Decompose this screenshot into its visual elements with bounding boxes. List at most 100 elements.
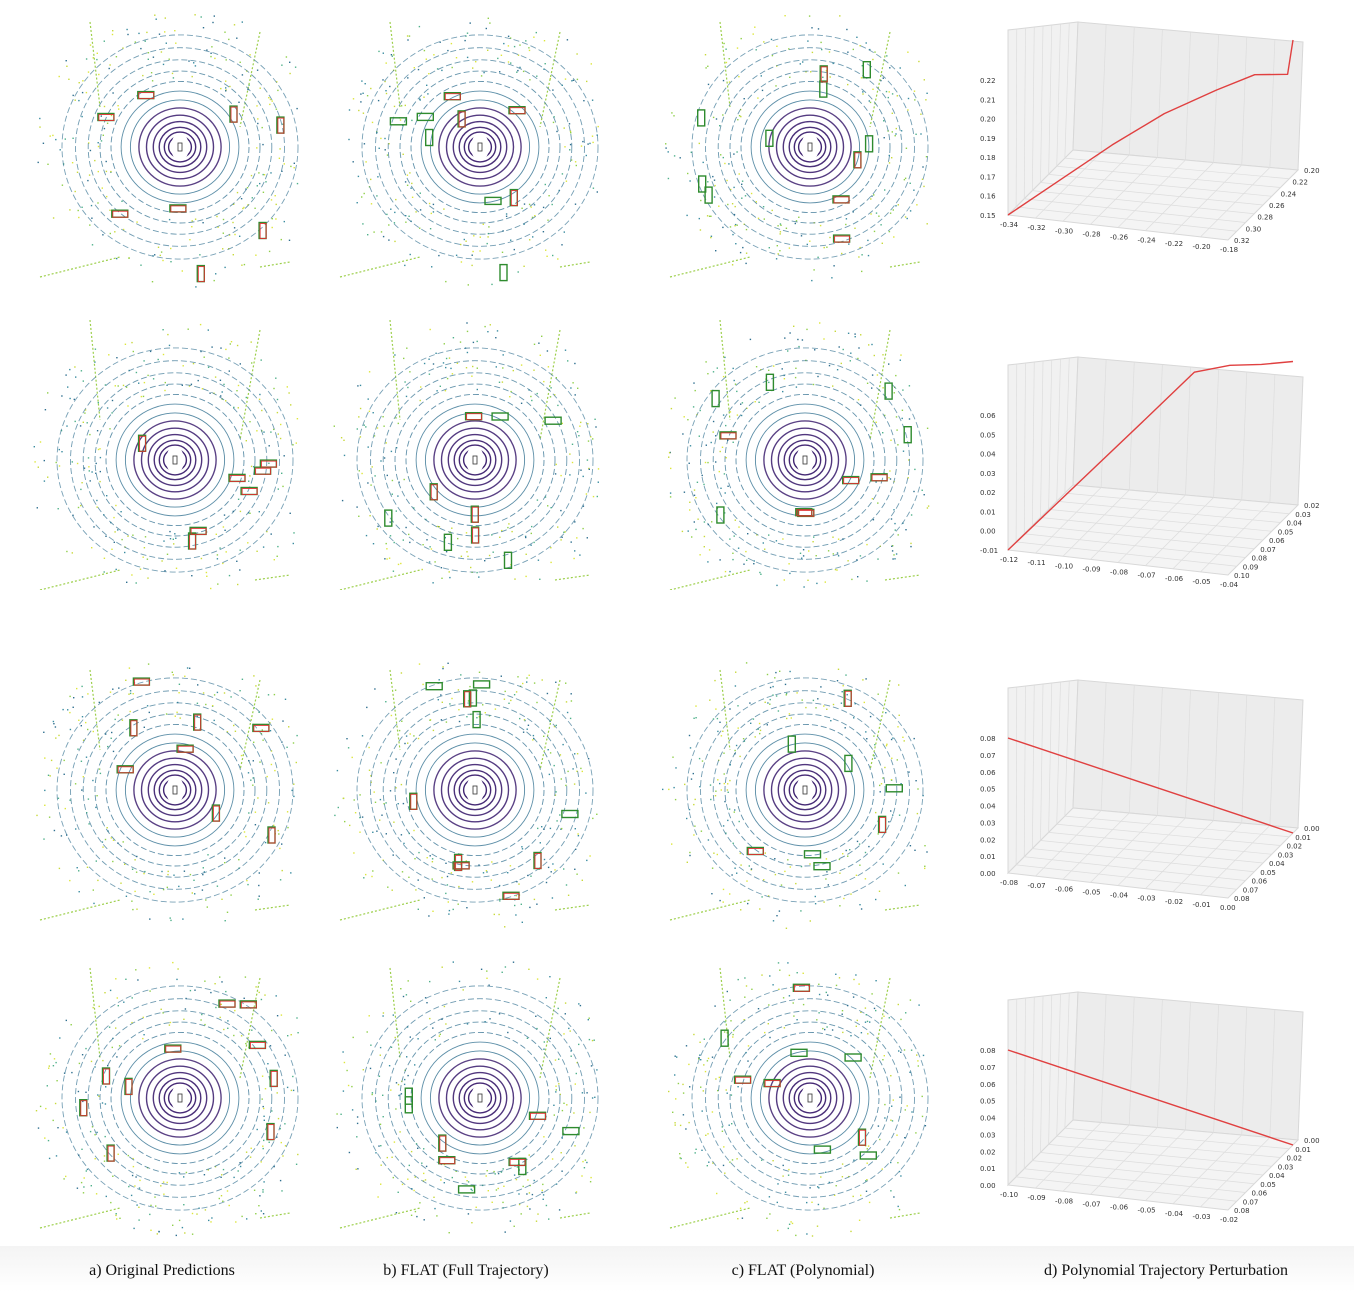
- gt-box: [561, 809, 579, 819]
- x-tick-label: -0.02: [1220, 1216, 1238, 1224]
- ego-vehicle: [466, 446, 484, 474]
- pred-box: [453, 862, 470, 870]
- z-tick-label: 0.21: [980, 96, 996, 104]
- road-edges: [669, 967, 921, 1229]
- z-tick-label: 0.16: [980, 193, 996, 201]
- pred-box: [464, 691, 472, 708]
- pred-box: [439, 1157, 456, 1165]
- caption-flat-full-trajectory: b) FLAT (Full Trajectory): [383, 1262, 549, 1279]
- caption-original-predictions: a) Original Predictions: [89, 1262, 235, 1279]
- pred-box: [98, 114, 115, 121]
- gt-box: [491, 412, 509, 421]
- point-cloud-far: [668, 322, 930, 588]
- grid-lines: [1015, 357, 1290, 573]
- pred-box: [798, 509, 815, 517]
- pred-box: [796, 509, 813, 517]
- trajectory-line: [1007, 360, 1294, 551]
- x-tick-label: -0.10: [1000, 1191, 1018, 1199]
- z-tick-label: 0.06: [980, 412, 996, 420]
- lidar-rings: [356, 677, 594, 903]
- ego-vehicle: [466, 776, 484, 804]
- gt-box: [903, 425, 912, 444]
- gt-box: [503, 551, 513, 570]
- pred-box: [190, 527, 207, 535]
- pred-box: [834, 235, 851, 243]
- axes-panes: [1006, 991, 1304, 1211]
- ego-marker: [802, 455, 808, 465]
- y-tick-label: 0.05: [1260, 1181, 1276, 1189]
- road-edges: [669, 319, 921, 590]
- y-tick-label: 0.07: [1260, 546, 1276, 554]
- axes-panes: [1006, 356, 1304, 576]
- lidar-scene-r2-c3: [660, 310, 930, 590]
- axes-panes: [1006, 21, 1304, 241]
- x-tick-label: -0.02: [1165, 898, 1183, 906]
- detection-boxes: [720, 983, 878, 1160]
- gt-box: [884, 382, 893, 400]
- z-tick-label: 0.06: [980, 1081, 996, 1089]
- pred-box: [219, 1000, 236, 1008]
- caption-polynomial-trajectory-perturbation: d) Polynomial Trajectory Perturbation: [1044, 1262, 1288, 1279]
- lidar-scene-r4-c2: [330, 958, 600, 1238]
- point-cloud-far: [37, 14, 299, 288]
- z-tick-label: 0.02: [980, 836, 996, 844]
- pred-box: [859, 1129, 866, 1146]
- gt-box: [457, 1185, 476, 1194]
- z-tick-label: 0.08: [980, 735, 996, 743]
- gt-box: [885, 784, 904, 793]
- x-tick-label: -0.07: [1138, 572, 1156, 580]
- x-tick-label: -0.10: [1055, 562, 1073, 570]
- y-tick-label: 0.03: [1295, 511, 1311, 519]
- pred-box: [854, 152, 862, 169]
- road-edges: [39, 669, 291, 921]
- pred-box: [844, 690, 852, 707]
- point-cloud-far: [33, 323, 299, 590]
- grid-lines: [1015, 680, 1290, 896]
- lidar-scene-r3-c2: [330, 660, 600, 940]
- lidar-scene-r4-c1: [30, 958, 300, 1238]
- x-tick-label: -0.12: [1000, 556, 1018, 564]
- y-tick-label: 0.07: [1243, 1198, 1259, 1206]
- trajectory-line: [1007, 39, 1294, 216]
- ego-vehicle: [796, 446, 814, 474]
- ego-marker: [807, 142, 813, 152]
- lidar-scene-r3-c1: [30, 660, 300, 940]
- pred-box: [165, 1045, 182, 1053]
- pred-box: [249, 1041, 266, 1049]
- ego-vehicle: [166, 776, 184, 804]
- pred-box: [117, 766, 134, 774]
- pred-box: [843, 477, 860, 485]
- z-tick-label: 0.05: [980, 431, 996, 439]
- gt-box: [844, 754, 853, 773]
- point-cloud-far: [334, 662, 598, 928]
- point-cloud-far: [348, 17, 599, 286]
- ego-vehicle: [166, 446, 184, 474]
- detection-boxes: [137, 434, 278, 550]
- y-tick-label: 0.02: [1287, 843, 1303, 851]
- lidar-scene-r3-c3: [660, 660, 930, 940]
- z-tick-label: 0.01: [980, 853, 996, 861]
- z-tick-label: 0.04: [980, 451, 996, 459]
- trajectory-plot-4: -0.10 -0.09 -0.08 -0.07 -0.06 -0.05 -0.04 -0.03…: [978, 990, 1328, 1230]
- pred-box: [510, 190, 518, 207]
- x-tick-label: -0.04: [1165, 1210, 1184, 1218]
- y-tick-label: 0.09: [1243, 563, 1259, 571]
- z-tick-label: 0.00: [980, 1182, 996, 1190]
- y-tick-label: 0.01: [1295, 1146, 1311, 1154]
- x-tick-label: -0.26: [1110, 234, 1129, 242]
- detection-boxes: [79, 999, 278, 1162]
- gt-box: [416, 112, 435, 122]
- pred-box: [255, 467, 272, 475]
- y-tick-label: 0.04: [1287, 520, 1303, 528]
- road-edges: [39, 967, 291, 1229]
- gt-box: [787, 735, 797, 753]
- z-tick-label: 0.01: [980, 508, 996, 516]
- gt-box: [765, 129, 774, 148]
- y-tick-label: 0.00: [1304, 1137, 1320, 1145]
- gt-box: [819, 80, 828, 98]
- x-tick-label: -0.06: [1165, 575, 1184, 583]
- pred-box: [879, 816, 887, 833]
- gt-box: [862, 61, 872, 79]
- pred-box: [170, 205, 187, 213]
- lidar-rings: [361, 34, 599, 260]
